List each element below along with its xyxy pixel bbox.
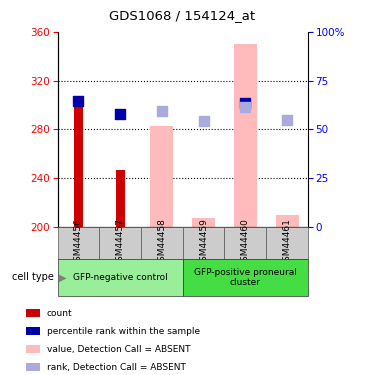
Text: GSM44457: GSM44457 [116,218,125,267]
Point [242,104,248,110]
Bar [150,126,173,227]
Bar [183,227,224,259]
Bar [266,227,308,259]
Text: GSM44458: GSM44458 [157,218,166,267]
Text: value, Detection Call = ABSENT: value, Detection Call = ABSENT [47,345,190,354]
Bar [141,227,183,259]
Text: GFP-positive proneural
cluster: GFP-positive proneural cluster [194,268,297,287]
Text: cell type: cell type [12,273,54,282]
Text: rank, Detection Call = ABSENT: rank, Detection Call = ABSENT [47,363,186,372]
Bar [58,227,99,259]
Point [117,111,123,117]
Point [75,98,81,104]
Text: percentile rank within the sample: percentile rank within the sample [47,327,200,336]
Text: GSM44460: GSM44460 [241,218,250,267]
Point [242,100,248,106]
Point [284,117,290,123]
Bar [234,44,257,227]
Bar [58,259,183,296]
Point [159,108,165,114]
Text: GSM44456: GSM44456 [74,218,83,267]
Text: ▶: ▶ [59,273,67,282]
Bar [276,214,299,227]
Bar [183,259,308,296]
Bar [192,218,215,227]
Text: GDS1068 / 154124_at: GDS1068 / 154124_at [109,9,255,22]
Bar [115,170,125,227]
Text: GSM44461: GSM44461 [283,218,292,267]
Bar [99,227,141,259]
Bar [224,227,266,259]
Text: GSM44459: GSM44459 [199,218,208,267]
Text: count: count [47,309,72,318]
Point [201,118,207,124]
Text: GFP-negative control: GFP-negative control [73,273,167,282]
Bar [74,103,83,227]
